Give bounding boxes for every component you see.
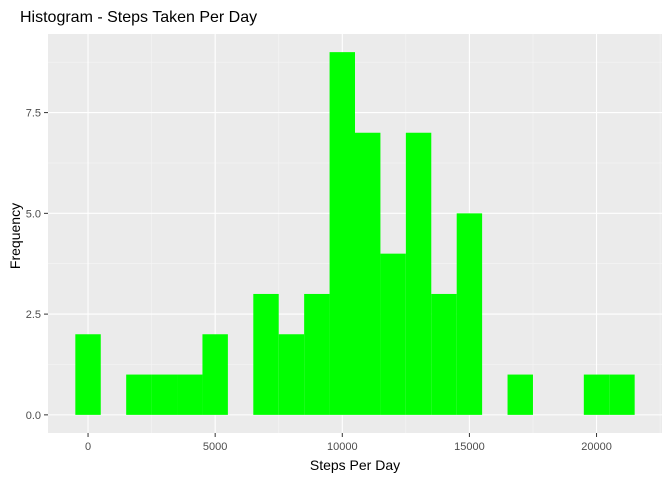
x-tick-label: 15000 xyxy=(454,441,485,453)
x-tick-label: 0 xyxy=(85,441,91,453)
histogram-bar xyxy=(202,334,228,415)
x-tick-label: 5000 xyxy=(203,441,227,453)
x-axis-title: Steps Per Day xyxy=(310,457,400,473)
histogram-bar xyxy=(609,374,635,415)
histogram-bar xyxy=(431,293,457,415)
histogram-bars xyxy=(75,52,635,415)
x-axis-ticks: 0 5000 10000 15000 20000 xyxy=(85,433,612,453)
histogram-bar xyxy=(405,132,432,415)
histogram-bar xyxy=(456,213,483,415)
y-axis-title: Frequency xyxy=(7,203,23,269)
y-tick-label: 7.5 xyxy=(26,108,41,120)
x-tick-label: 20000 xyxy=(581,441,612,453)
histogram-bar xyxy=(355,132,381,415)
histogram-bar xyxy=(278,334,305,415)
y-axis-ticks: 0.0 2.5 5.0 7.5 xyxy=(26,108,48,422)
histogram-bar xyxy=(75,334,101,415)
histogram-bar xyxy=(380,253,406,415)
histogram-bar xyxy=(329,52,355,415)
y-tick-label: 5.0 xyxy=(26,208,41,220)
y-tick-label: 2.5 xyxy=(26,309,41,321)
histogram-bar xyxy=(177,374,203,415)
chart-title: Histogram - Steps Taken Per Day xyxy=(20,9,257,26)
histogram-bar xyxy=(304,293,330,415)
histogram-bar xyxy=(126,374,152,415)
y-tick-label: 0.0 xyxy=(26,410,41,422)
histogram-bar xyxy=(583,374,610,415)
histogram-bar xyxy=(507,374,533,415)
histogram-bar xyxy=(253,293,279,415)
histogram-bar xyxy=(151,374,178,415)
x-tick-label: 10000 xyxy=(327,441,358,453)
